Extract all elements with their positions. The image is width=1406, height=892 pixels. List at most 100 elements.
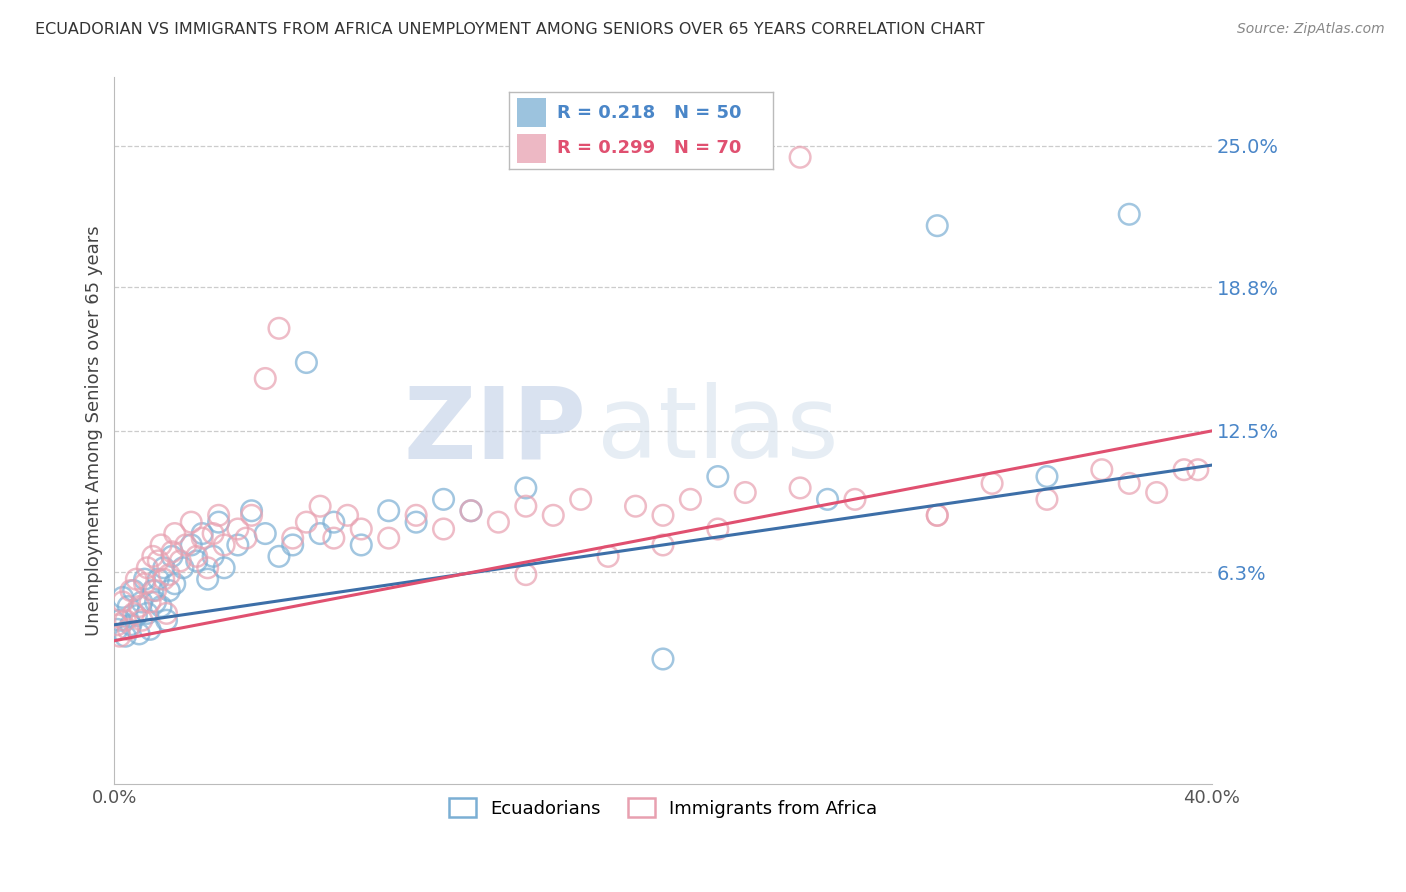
Point: [134, 576, 156, 591]
Point: [460, 504, 482, 518]
Point: [377, 504, 399, 518]
Point: [679, 492, 702, 507]
Point: [734, 485, 756, 500]
Point: [1118, 476, 1140, 491]
Y-axis label: Unemployment Among Seniors over 65 years: Unemployment Among Seniors over 65 years: [86, 226, 103, 636]
Text: ZIP: ZIP: [404, 383, 586, 479]
Point: [186, 549, 208, 564]
Point: [652, 508, 675, 523]
Point: [267, 549, 290, 564]
Point: [155, 607, 177, 621]
Point: [212, 538, 235, 552]
Text: atlas: atlas: [598, 383, 839, 479]
Point: [105, 617, 128, 632]
Point: [186, 554, 208, 568]
Point: [309, 499, 332, 513]
Point: [208, 508, 231, 523]
Point: [309, 526, 332, 541]
Point: [1187, 463, 1209, 477]
Point: [142, 549, 165, 564]
Point: [336, 508, 359, 523]
Point: [460, 504, 482, 518]
Point: [136, 607, 159, 621]
Point: [1146, 485, 1168, 500]
Point: [122, 583, 145, 598]
Point: [254, 371, 277, 385]
Point: [405, 515, 427, 529]
Point: [197, 561, 219, 575]
Point: [350, 522, 373, 536]
Point: [254, 526, 277, 541]
Point: [148, 554, 170, 568]
Point: [134, 572, 156, 586]
Point: [160, 549, 183, 564]
Point: [1173, 463, 1195, 477]
Point: [226, 522, 249, 536]
Point: [150, 599, 173, 614]
Point: [120, 617, 142, 632]
Point: [117, 623, 139, 637]
Point: [191, 531, 214, 545]
Point: [240, 504, 263, 518]
Point: [235, 531, 257, 545]
Point: [1091, 463, 1114, 477]
Point: [652, 652, 675, 666]
Point: [652, 538, 675, 552]
Point: [789, 481, 811, 495]
Point: [111, 595, 134, 609]
Point: [844, 492, 866, 507]
Point: [131, 595, 153, 609]
Point: [1036, 469, 1059, 483]
Point: [281, 531, 304, 545]
Point: [569, 492, 592, 507]
Point: [191, 526, 214, 541]
Point: [295, 355, 318, 369]
Point: [817, 492, 839, 507]
Point: [180, 515, 202, 529]
Point: [139, 595, 162, 609]
Point: [180, 538, 202, 552]
Text: ECUADORIAN VS IMMIGRANTS FROM AFRICA UNEMPLOYMENT AMONG SENIORS OVER 65 YEARS CO: ECUADORIAN VS IMMIGRANTS FROM AFRICA UNE…: [35, 22, 984, 37]
Point: [432, 492, 454, 507]
Point: [114, 613, 136, 627]
Point: [1036, 492, 1059, 507]
Point: [105, 623, 128, 637]
Point: [202, 526, 225, 541]
Point: [136, 561, 159, 575]
Legend: Ecuadorians, Immigrants from Africa: Ecuadorians, Immigrants from Africa: [441, 791, 884, 825]
Text: Source: ZipAtlas.com: Source: ZipAtlas.com: [1237, 22, 1385, 37]
Point: [202, 549, 225, 564]
Point: [515, 481, 537, 495]
Point: [598, 549, 620, 564]
Point: [927, 508, 949, 523]
Point: [117, 599, 139, 614]
Point: [155, 613, 177, 627]
Point: [515, 499, 537, 513]
Point: [114, 629, 136, 643]
Point: [128, 599, 150, 614]
Point: [486, 515, 509, 529]
Point: [707, 522, 730, 536]
Point: [160, 545, 183, 559]
Point: [322, 531, 344, 545]
Point: [169, 554, 191, 568]
Point: [163, 526, 186, 541]
Point: [163, 576, 186, 591]
Point: [108, 613, 131, 627]
Point: [350, 538, 373, 552]
Point: [125, 608, 148, 623]
Point: [240, 508, 263, 523]
Point: [145, 595, 167, 609]
Point: [128, 627, 150, 641]
Point: [157, 583, 180, 598]
Point: [515, 567, 537, 582]
Point: [120, 583, 142, 598]
Point: [226, 538, 249, 552]
Point: [108, 629, 131, 643]
Point: [150, 538, 173, 552]
Point: [111, 591, 134, 605]
Point: [281, 538, 304, 552]
Point: [707, 469, 730, 483]
Point: [927, 219, 949, 233]
Point: [927, 508, 949, 523]
